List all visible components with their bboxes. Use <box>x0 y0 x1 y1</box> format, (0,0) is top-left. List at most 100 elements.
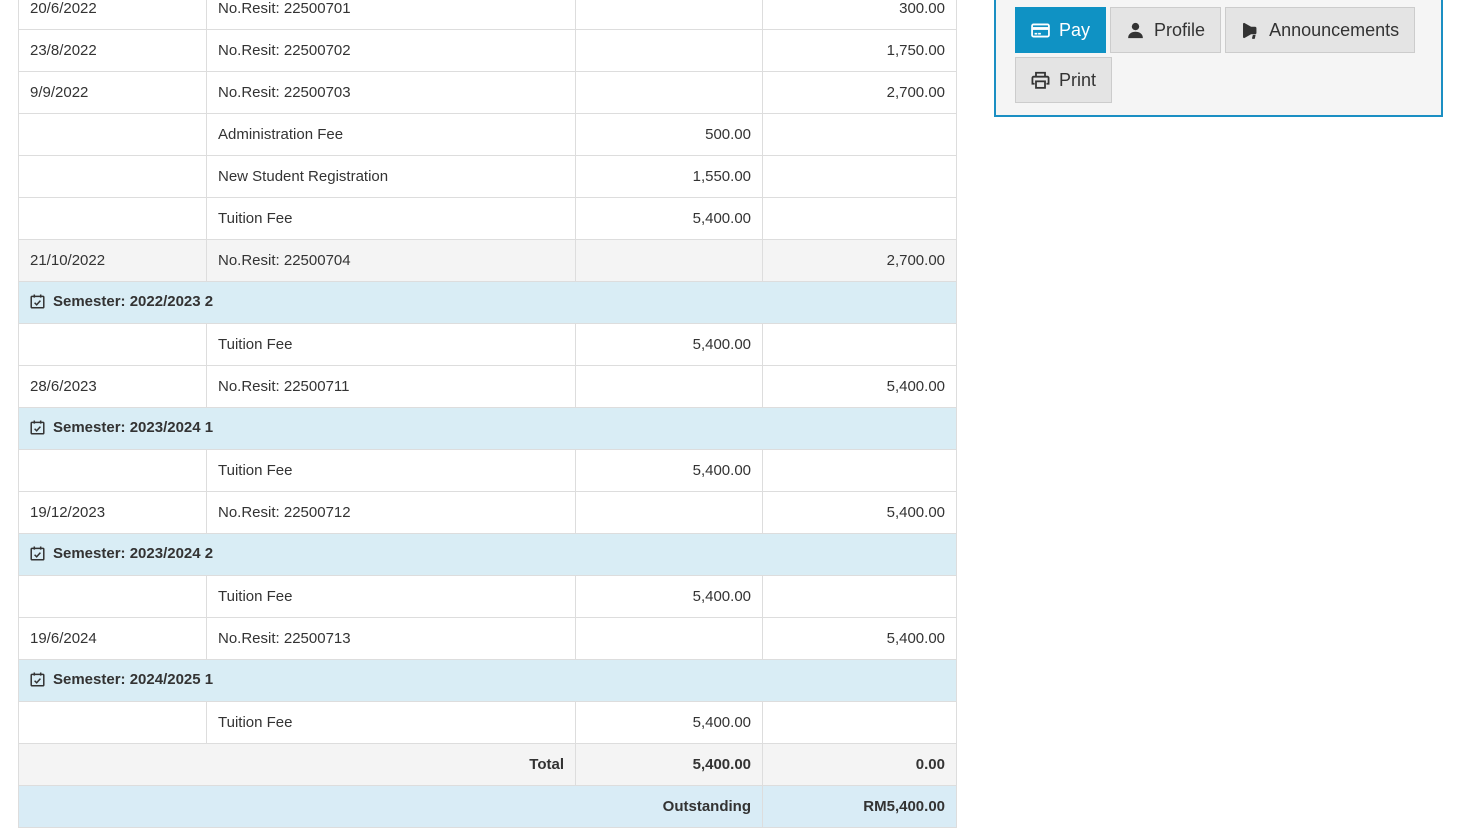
fee-row-payment <box>762 323 957 366</box>
fee-row-amount <box>575 29 763 72</box>
fee-row-amount <box>575 239 763 282</box>
fee-row-amount: 1,550.00 <box>575 155 763 198</box>
fee-row-date: 19/6/2024 <box>18 617 207 660</box>
fee-row-date: 28/6/2023 <box>18 365 207 408</box>
fee-row-description: No.Resit: 22500713 <box>206 617 576 660</box>
print-button-label: Print <box>1059 70 1097 90</box>
outstanding-row: Outstanding RM5,400.00 <box>18 785 957 828</box>
semester-header-row: Semester: 2024/2025 1 <box>18 659 957 702</box>
fee-row-payment <box>762 113 957 156</box>
fee-row-amount <box>575 0 763 30</box>
fee-row: Tuition Fee 5,400.00 <box>18 197 957 240</box>
fee-row: Tuition Fee 5,400.00 <box>18 323 957 366</box>
fee-row: 20/6/2022 No.Resit: 22500701 300.00 <box>18 0 957 30</box>
fee-statement: 20/6/2022 No.Resit: 22500701 300.00 23/8/20… <box>18 0 957 828</box>
fee-row: Tuition Fee 5,400.00 <box>18 701 957 744</box>
calendar-check-icon <box>30 419 45 435</box>
fee-row-description: No.Resit: 22500701 <box>206 0 576 30</box>
semester-label: Semester: 2023/2024 1 <box>53 418 214 436</box>
fee-row-description: Tuition Fee <box>206 449 576 492</box>
fee-row-description: Tuition Fee <box>206 197 576 240</box>
semester-header-cell: Semester: 2024/2025 1 <box>18 659 957 702</box>
fee-row: 21/10/2022 No.Resit: 22500704 2,700.00 <box>18 239 957 282</box>
fee-row-date: 21/10/2022 <box>18 239 207 282</box>
fee-table: 20/6/2022 No.Resit: 22500701 300.00 23/8/20… <box>18 0 957 828</box>
credit-card-icon <box>1031 21 1050 40</box>
profile-button[interactable]: Profile <box>1110 7 1222 53</box>
fee-row-amount: 5,400.00 <box>575 575 763 618</box>
fee-row-date <box>18 449 207 492</box>
semester-label: Semester: 2022/2023 2 <box>53 292 214 310</box>
fee-row: 28/6/2023 No.Resit: 22500711 5,400.00 <box>18 365 957 408</box>
semester-header-row: Semester: 2023/2024 2 <box>18 533 957 576</box>
fee-row-description: Tuition Fee <box>206 575 576 618</box>
fee-row-date <box>18 113 207 156</box>
action-panel: Pay Profile Announcements Print <box>994 0 1443 117</box>
fee-row-date <box>18 155 207 198</box>
fee-row-amount: 500.00 <box>575 113 763 156</box>
fee-row-date: 9/9/2022 <box>18 71 207 114</box>
fee-row-payment: 5,400.00 <box>762 617 957 660</box>
fee-row-payment: 1,750.00 <box>762 29 957 72</box>
action-buttons: Pay Profile Announcements Print <box>1015 7 1429 103</box>
fee-row-payment <box>762 449 957 492</box>
outstanding-amount: RM5,400.00 <box>762 785 957 828</box>
fee-row-description: No.Resit: 22500703 <box>206 71 576 114</box>
fee-row-amount: 5,400.00 <box>575 197 763 240</box>
calendar-check-icon <box>30 545 45 561</box>
fee-row-amount <box>575 365 763 408</box>
total-row: Total 5,400.00 0.00 <box>18 743 957 786</box>
fee-row-description: Administration Fee <box>206 113 576 156</box>
fee-row-date: 23/8/2022 <box>18 29 207 72</box>
fee-row-payment: 300.00 <box>762 0 957 30</box>
print-button[interactable]: Print <box>1015 57 1113 103</box>
fee-row: Administration Fee 500.00 <box>18 113 957 156</box>
fee-row-amount: 5,400.00 <box>575 701 763 744</box>
total-amount: 5,400.00 <box>575 743 763 786</box>
semester-header-cell: Semester: 2023/2024 2 <box>18 533 957 576</box>
fee-row: Tuition Fee 5,400.00 <box>18 449 957 492</box>
fee-row-date <box>18 323 207 366</box>
outstanding-label: Outstanding <box>18 785 763 828</box>
semester-header-cell: Semester: 2022/2023 2 <box>18 281 957 324</box>
fee-row: Tuition Fee 5,400.00 <box>18 575 957 618</box>
semester-header-cell: Semester: 2023/2024 1 <box>18 407 957 450</box>
pay-button-label: Pay <box>1059 20 1091 40</box>
semester-label: Semester: 2023/2024 2 <box>53 544 214 562</box>
fee-row-description: No.Resit: 22500702 <box>206 29 576 72</box>
fee-row-payment: 2,700.00 <box>762 239 957 282</box>
semester-header-row: Semester: 2023/2024 1 <box>18 407 957 450</box>
fee-row: 23/8/2022 No.Resit: 22500702 1,750.00 <box>18 29 957 72</box>
fee-row-date <box>18 197 207 240</box>
print-icon <box>1031 71 1050 90</box>
fee-row-payment <box>762 701 957 744</box>
fee-row-amount <box>575 491 763 534</box>
fee-row: 19/12/2023 No.Resit: 22500712 5,400.00 <box>18 491 957 534</box>
fee-row: New Student Registration 1,550.00 <box>18 155 957 198</box>
profile-button-label: Profile <box>1154 20 1206 40</box>
fee-row-payment <box>762 197 957 240</box>
calendar-check-icon <box>30 293 45 309</box>
pay-button[interactable]: Pay <box>1015 7 1107 53</box>
announcements-button[interactable]: Announcements <box>1225 7 1416 53</box>
fee-row-date: 20/6/2022 <box>18 0 207 30</box>
fee-row-description: No.Resit: 22500711 <box>206 365 576 408</box>
fee-row-description: No.Resit: 22500712 <box>206 491 576 534</box>
fee-row-date: 19/12/2023 <box>18 491 207 534</box>
semester-label: Semester: 2024/2025 1 <box>53 670 214 688</box>
fee-row: 9/9/2022 No.Resit: 22500703 2,700.00 <box>18 71 957 114</box>
semester-header-row: Semester: 2022/2023 2 <box>18 281 957 324</box>
fee-row-payment: 5,400.00 <box>762 365 957 408</box>
fee-row-amount: 5,400.00 <box>575 449 763 492</box>
fee-row-description: No.Resit: 22500704 <box>206 239 576 282</box>
total-payment: 0.00 <box>762 743 957 786</box>
calendar-check-icon <box>30 671 45 687</box>
fee-row-payment: 2,700.00 <box>762 71 957 114</box>
fee-row: 19/6/2024 No.Resit: 22500713 5,400.00 <box>18 617 957 660</box>
user-icon <box>1126 21 1145 40</box>
fee-row-payment <box>762 575 957 618</box>
fee-row-date <box>18 701 207 744</box>
bullhorn-icon <box>1241 21 1260 40</box>
fee-row-description: Tuition Fee <box>206 323 576 366</box>
